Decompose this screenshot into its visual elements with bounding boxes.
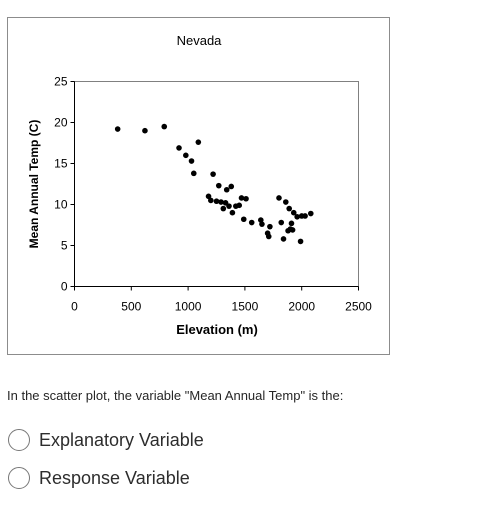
data-points	[114, 123, 314, 245]
data-point	[276, 195, 282, 201]
x-tick-label: 2000	[288, 300, 315, 314]
data-point	[238, 195, 245, 201]
data-point	[236, 202, 243, 209]
y-tick-label: 20	[54, 116, 68, 130]
data-point	[297, 238, 304, 245]
data-point	[288, 220, 295, 227]
data-point	[259, 221, 265, 227]
data-point	[240, 216, 247, 223]
data-point	[307, 210, 314, 217]
y-tick-label: 5	[61, 239, 68, 253]
data-point	[195, 139, 202, 145]
x-tick-label: 0	[71, 300, 78, 314]
data-point	[161, 123, 168, 130]
data-point	[243, 195, 249, 202]
x-tick-label: 2500	[345, 300, 372, 314]
data-point	[226, 203, 232, 209]
data-point	[248, 219, 255, 226]
data-point	[278, 219, 285, 226]
axes: 0 5 10 15 20 25 0 500 1000 1500 2000 2500	[54, 75, 372, 314]
data-point	[142, 127, 148, 134]
x-tick-label: 500	[121, 300, 141, 314]
data-point	[220, 205, 227, 212]
y-axis-label: Mean Annual Temp (C)	[27, 120, 41, 249]
data-point	[188, 158, 195, 164]
option-label: Response Variable	[39, 467, 190, 488]
data-point	[289, 227, 296, 233]
plot-area	[74, 81, 359, 287]
option-response-variable[interactable]: Response Variable	[8, 467, 190, 489]
y-tick-label: 25	[54, 75, 68, 89]
radio-button[interactable]	[8, 429, 30, 451]
y-tick-label: 10	[54, 198, 68, 212]
data-point	[114, 126, 121, 132]
data-point	[190, 170, 197, 177]
chart-title: Nevada	[177, 33, 223, 48]
x-tick-label: 1000	[175, 300, 202, 314]
data-point	[228, 183, 235, 190]
scatter-chart: Nevada 0 5 10 15 20 25 0 500 1000 1500 2000 2500 El…	[27, 33, 372, 337]
data-point	[208, 197, 214, 204]
y-tick-label: 0	[61, 280, 68, 294]
data-point	[290, 209, 297, 216]
data-point	[223, 186, 230, 193]
chart-frame: Nevada 0 5 10 15 20 25 0 500 1000 1500 2000 2500 El…	[7, 17, 390, 355]
data-point	[267, 223, 273, 230]
y-tick-label: 15	[54, 157, 68, 171]
option-explanatory-variable[interactable]: Explanatory Variable	[8, 429, 204, 451]
data-point	[282, 199, 289, 205]
x-tick-label: 1500	[232, 300, 259, 314]
data-point	[218, 199, 224, 205]
data-point	[294, 214, 300, 220]
x-axis-label: Elevation (m)	[176, 322, 258, 337]
data-point	[286, 205, 293, 212]
data-point	[265, 233, 272, 240]
data-point	[210, 171, 216, 177]
data-point	[213, 198, 220, 205]
data-point	[183, 152, 189, 159]
option-label: Explanatory Variable	[39, 429, 204, 450]
data-point	[215, 182, 222, 189]
data-point	[302, 213, 308, 219]
question-text: In the scatter plot, the variable "Mean …	[7, 388, 344, 403]
data-point	[229, 209, 236, 216]
data-point	[205, 193, 212, 200]
data-point	[176, 145, 182, 151]
data-point	[280, 236, 287, 242]
radio-button[interactable]	[8, 467, 30, 489]
